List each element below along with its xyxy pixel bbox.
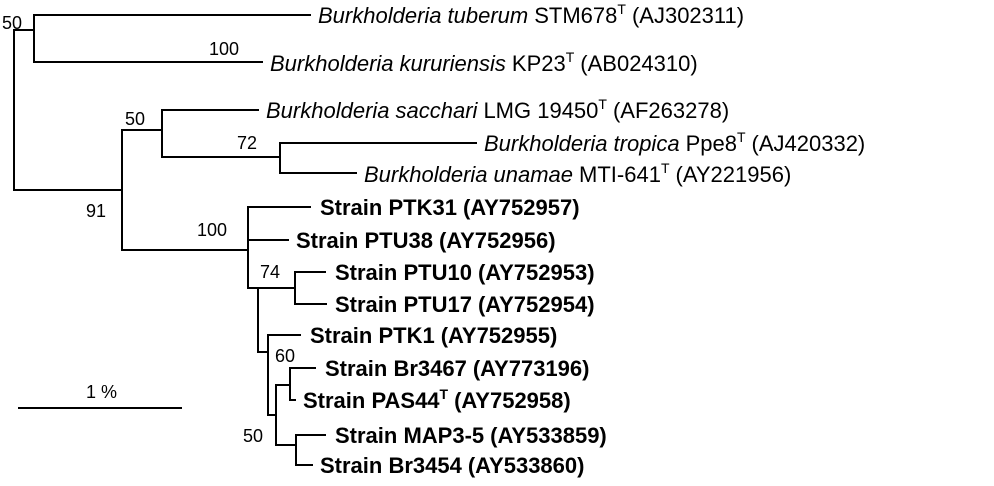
taxon-label-sacchari: Burkholderia sacchari LMG 19450T (AF263278)	[266, 96, 729, 123]
taxon-accession: (AY752953)	[478, 260, 595, 285]
taxon-label-ptu17: Strain PTU17 (AY752954)	[335, 292, 595, 317]
bootstrap-root-top: 50	[2, 13, 22, 33]
bootstrap-inner-strains: 50	[243, 426, 263, 446]
taxon-accession: (AY752955)	[441, 323, 558, 348]
strain-name: Strain MAP3-5	[335, 423, 484, 448]
taxon-label-ptk1: Strain PTK1 (AY752955)	[310, 323, 557, 348]
taxon-accession: (AB024310)	[580, 51, 697, 76]
taxon-strain: LMG 19450	[483, 98, 598, 123]
taxon-accession: (AY752957)	[463, 195, 580, 220]
bootstrap-values: 50 100 91 50 72 100 74 60 50	[2, 13, 295, 446]
taxon-strain: Ppe8	[686, 131, 737, 156]
bootstrap-tuberum-kururiensis: 100	[209, 39, 239, 59]
taxon-species: sacchari	[396, 98, 479, 123]
taxon-label-kururiensis: Burkholderia kururiensis KP23T (AB024310)	[270, 49, 698, 76]
strain-name: Strain Br3467	[325, 356, 467, 381]
taxon-accession: (AY533860)	[468, 453, 585, 478]
taxon-label-tropica: Burkholderia tropica Ppe8T (AJ420332)	[484, 129, 865, 156]
taxon-species: tropica	[614, 131, 680, 156]
scale-bar: 1 %	[18, 382, 182, 409]
type-strain-mark: T	[661, 160, 670, 176]
bootstrap-sacchari-group: 50	[125, 109, 145, 129]
taxon-genus: Burkholderia	[270, 51, 394, 76]
bootstrap-strain-clade: 100	[197, 220, 227, 240]
strain-name: Strain PTU17	[335, 292, 472, 317]
strain-name: Strain PTK1	[310, 323, 435, 348]
taxon-accession: (AY773196)	[473, 356, 590, 381]
type-strain-mark: T	[440, 386, 449, 402]
taxon-strain: KP23	[512, 51, 566, 76]
type-strain-mark: T	[566, 49, 575, 65]
type-strain-mark: T	[737, 129, 746, 145]
taxon-label-ptk31: Strain PTK31 (AY752957)	[320, 195, 580, 220]
taxon-accession: (AY752956)	[439, 228, 556, 253]
bootstrap-lower-clade: 91	[86, 201, 106, 221]
taxon-species: unamae	[494, 162, 574, 187]
strain-name: Strain PAS44	[303, 388, 440, 413]
scale-bar-label: 1 %	[86, 382, 117, 402]
taxon-genus: Burkholderia	[484, 131, 608, 156]
taxon-accession: (AF263278)	[613, 98, 729, 123]
taxon-accession: (AY533859)	[490, 423, 607, 448]
taxon-genus: Burkholderia	[318, 3, 442, 28]
taxon-label-ptu38: Strain PTU38 (AY752956)	[296, 228, 556, 253]
taxon-label-br3454: Strain Br3454 (AY533860)	[320, 453, 584, 478]
taxon-accession: (AJ302311)	[632, 3, 744, 28]
bootstrap-tropica-unamae: 72	[237, 133, 257, 153]
taxon-label-pas44: Strain PAS44T (AY752958)	[303, 386, 571, 413]
strain-name: Strain PTK31	[320, 195, 457, 220]
taxon-genus: Burkholderia	[364, 162, 488, 187]
taxon-strain: STM678	[534, 3, 617, 28]
taxon-label-map3-5: Strain MAP3-5 (AY533859)	[335, 423, 607, 448]
bootstrap-br3467-pas44: 60	[275, 346, 295, 366]
taxon-label-tuberum: Burkholderia tuberum STM678T (AJ302311)	[318, 1, 744, 28]
strain-name: Strain PTU38	[296, 228, 433, 253]
bootstrap-ptu10-ptu17: 74	[260, 262, 280, 282]
taxon-label-ptu10: Strain PTU10 (AY752953)	[335, 260, 595, 285]
taxon-strain: MTI-641	[579, 162, 661, 187]
type-strain-mark: T	[617, 1, 626, 17]
taxon-species: kururiensis	[400, 51, 506, 76]
taxon-accession: (AY221956)	[676, 162, 792, 187]
strain-name: Strain Br3454	[320, 453, 463, 478]
type-strain-mark: T	[598, 96, 607, 112]
taxon-labels: Burkholderia tuberum STM678T (AJ302311) Bur…	[266, 1, 865, 478]
taxon-label-br3467: Strain Br3467 (AY773196)	[325, 356, 589, 381]
tree-branches	[13, 14, 477, 466]
taxon-accession: (AY752954)	[478, 292, 595, 317]
taxon-genus: Burkholderia	[266, 98, 390, 123]
taxon-label-unamae: Burkholderia unamae MTI-641T (AY221956)	[364, 160, 791, 187]
taxon-accession: (AY752958)	[454, 388, 571, 413]
taxon-species: tuberum	[448, 3, 529, 28]
taxon-accession: (AJ420332)	[752, 131, 866, 156]
strain-name: Strain PTU10	[335, 260, 472, 285]
